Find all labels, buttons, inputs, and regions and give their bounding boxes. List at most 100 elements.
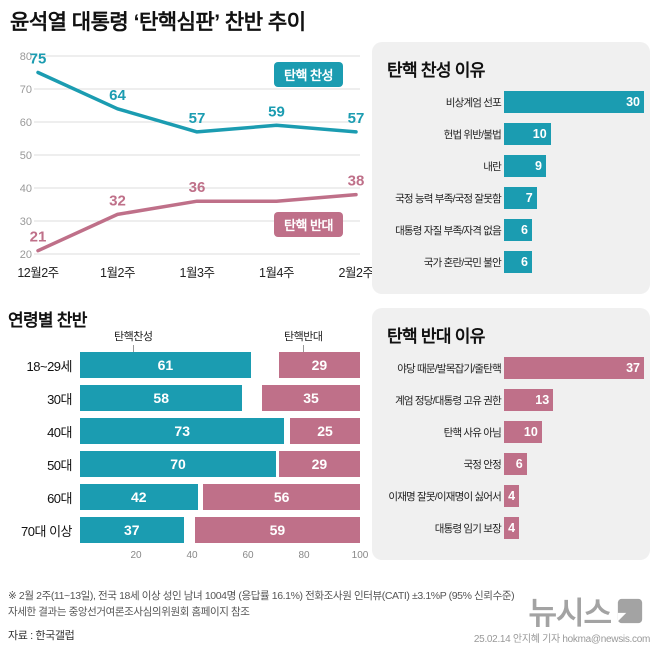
segment-value: 73 — [174, 423, 190, 439]
data-point-label: 75 — [30, 51, 47, 68]
oppose-segment: 25 — [290, 418, 360, 444]
segment-value: 29 — [311, 357, 328, 373]
age-row: 40대 73 25 — [8, 418, 360, 444]
age-breakdown-chart: 연령별 찬반 탄핵찬성 탄핵반대 18~29세 61 29 30대 58 35 40대 73 25… — [8, 306, 376, 574]
approve-segment: 70 — [80, 451, 276, 477]
age-label: 50대 — [47, 457, 72, 473]
segment-value: 61 — [157, 357, 174, 373]
reason-bar-track: 6 — [504, 219, 645, 241]
reason-row: 대통령 자질 부족/자격 없음 6 — [377, 219, 645, 241]
y-axis-tick: 60 — [20, 117, 32, 129]
x-axis-label: 1월2주 — [100, 266, 135, 280]
reason-row: 야당 때문/발목잡기/줄탄핵 37 — [377, 357, 645, 379]
reason-bar: 6 — [504, 219, 532, 241]
reason-label: 대통령 자질 부족/자격 없음 — [395, 224, 502, 237]
reason-bar: 37 — [504, 357, 644, 379]
reason-bar-track: 30 — [504, 91, 645, 113]
trend-line-chart: 20 30 40 50 60 70 80 75 64 57 59 57 21 32 36 38 12월2주 1월… — [8, 40, 374, 292]
approve-segment: 61 — [80, 352, 251, 378]
segment-value: 70 — [170, 456, 186, 472]
approve-segment: 58 — [80, 385, 243, 411]
approve-reasons-title: 탄핵 찬성 이유 — [387, 61, 485, 80]
x-axis-tick: 100 — [351, 550, 369, 561]
data-point-label: 32 — [109, 192, 126, 209]
reason-value: 6 — [515, 457, 523, 471]
x-axis-tick: 60 — [242, 550, 254, 561]
approve-segment: 37 — [80, 517, 184, 543]
x-axis-tick: 80 — [298, 550, 310, 561]
reason-bar: 10 — [504, 123, 551, 145]
age-row: 18~29세 61 29 — [8, 352, 360, 378]
title-suffix: 찬반 추이 — [224, 11, 306, 34]
survey-footnote-2: 자세한 결과는 중앙선거여론조사심의위원회 홈페이지 참조 — [8, 606, 250, 618]
newsis-logo: 뉴시스 — [528, 588, 644, 633]
newsis-logo-text: 뉴시스 — [528, 596, 612, 631]
page-title: 윤석열 대통령 ‘탄핵심판’ 찬반 추이 — [10, 6, 306, 36]
data-point-label: 38 — [348, 173, 365, 190]
reason-value: 6 — [521, 255, 528, 269]
reason-bar-track: 7 — [504, 187, 645, 209]
y-axis-tick: 30 — [20, 216, 32, 228]
reason-label: 탄핵 사유 아님 — [443, 426, 502, 439]
age-label: 60대 — [47, 490, 72, 506]
approve-reasons-panel: 탄핵 찬성 이유 비상계엄 선포 30 헌법 위반/불법 10 내란 9 국정 능력 부족/… — [372, 42, 650, 294]
x-axis-tick: 40 — [186, 550, 198, 561]
approve-segment: 42 — [80, 484, 198, 510]
reason-bar-track: 37 — [504, 357, 645, 379]
title-prefix: 윤석열 대통령 — [10, 11, 129, 34]
age-chart-rows: 18~29세 61 29 30대 58 35 40대 73 25 50대 70 29 60대 42 56 70… — [8, 352, 360, 550]
x-axis-label: 2월2주 — [338, 266, 374, 280]
age-bar-track: 70 29 — [80, 451, 360, 477]
age-row: 50대 70 29 — [8, 451, 360, 477]
oppose-series-badge: 탄핵 반대 — [274, 212, 343, 237]
reason-value: 10 — [523, 425, 538, 439]
reason-row: 대통령 임기 보장 4 — [377, 517, 645, 539]
reason-value: 7 — [525, 191, 533, 205]
oppose-trend-line — [36, 192, 358, 253]
x-axis-label: 1월4주 — [259, 266, 294, 280]
reason-bar-track: 6 — [504, 453, 645, 475]
reason-bar-track: 10 — [504, 421, 645, 443]
approve-segment: 73 — [80, 418, 285, 444]
reason-bar-track: 9 — [504, 155, 645, 177]
oppose-segment: 29 — [278, 352, 360, 378]
byline-credit: 25.02.14 안지혜 기자 hokma@newsis.com — [473, 634, 650, 645]
reason-row: 국정 안정 6 — [377, 453, 645, 475]
y-axis-tick: 40 — [20, 183, 32, 195]
age-label: 30대 — [47, 391, 72, 407]
reason-value: 4 — [508, 521, 516, 535]
y-axis-tick: 50 — [20, 150, 32, 162]
reason-bar: 6 — [504, 453, 527, 475]
reason-value: 6 — [521, 223, 528, 237]
oppose-reasons-title: 탄핵 반대 이유 — [387, 327, 485, 346]
reason-row: 이재명 잘못/이재명이 싫어서 4 — [377, 485, 645, 507]
reason-bar-track: 4 — [504, 517, 645, 539]
reason-label: 이재명 잘못/이재명이 싫어서 — [388, 490, 501, 503]
reason-label: 계엄 정당/대통령 고유 권한 — [395, 394, 502, 407]
data-point-label: 57 — [189, 110, 206, 127]
oppose-segment: 59 — [194, 517, 360, 543]
legend-label: 탄핵찬성 — [114, 331, 153, 343]
newsis-logo-mark — [617, 598, 643, 623]
approve-trend-line — [36, 70, 358, 134]
age-bar-track: 61 29 — [80, 352, 360, 378]
reason-bar: 4 — [504, 485, 520, 507]
title-highlight: ‘탄핵심판’ — [133, 11, 220, 34]
reason-bar: 7 — [504, 187, 537, 209]
legend-item: 탄핵찬성 — [114, 328, 153, 352]
approve-series-badge: 탄핵 찬성 — [274, 62, 343, 87]
reason-bar-track: 6 — [504, 251, 645, 273]
x-axis-label: 12월2주 — [17, 266, 59, 280]
age-bar-track: 37 59 — [80, 517, 360, 543]
reason-value: 4 — [508, 489, 516, 503]
y-axis-tick: 20 — [20, 249, 32, 261]
reason-bar: 4 — [504, 517, 520, 539]
data-point-label: 57 — [348, 110, 365, 127]
reason-row: 국가 혼란/국민 불안 6 — [377, 251, 645, 273]
reason-label: 야당 때문/발목잡기/줄탄핵 — [397, 362, 502, 375]
segment-value: 25 — [317, 423, 333, 439]
reason-bar-track: 10 — [504, 123, 645, 145]
segment-value: 29 — [311, 456, 328, 472]
age-chart-title: 연령별 찬반 — [8, 311, 87, 330]
